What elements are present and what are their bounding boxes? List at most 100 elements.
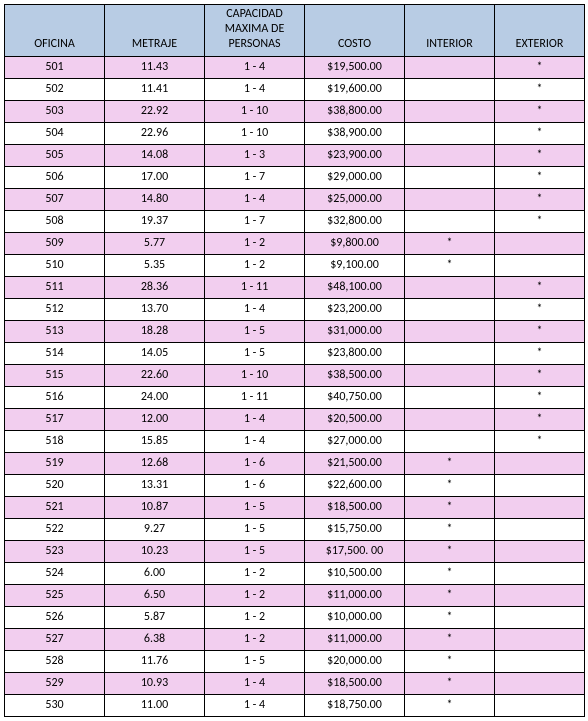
table-row: 51414.051 - 5$23,800.00*	[5, 343, 585, 365]
table-row: 5095.771 - 2$9,800.00*	[5, 233, 585, 255]
cell: 1 - 4	[205, 695, 305, 717]
cell: *	[495, 299, 585, 321]
table-row: 52013.311 - 6$22,600.00*	[5, 475, 585, 497]
cell: 530	[5, 695, 105, 717]
table-row: 5256.501 - 2$11,000.00*	[5, 585, 585, 607]
cell: 510	[5, 255, 105, 277]
col-header-1: METRAJE	[105, 5, 205, 57]
cell	[405, 321, 495, 343]
cell: 1 - 4	[205, 189, 305, 211]
cell: 10.87	[105, 497, 205, 519]
header-row: OFICINAMETRAJECAPACIDAD MAXIMA DE PERSON…	[5, 5, 585, 57]
cell: 11.41	[105, 79, 205, 101]
table-row: 5276.381 - 2$11,000.00*	[5, 629, 585, 651]
cell: 1 - 6	[205, 453, 305, 475]
cell: *	[495, 123, 585, 145]
cell: 1 - 2	[205, 563, 305, 585]
cell: $48,100.00	[305, 277, 405, 299]
cell	[405, 211, 495, 233]
cell: 1 - 5	[205, 519, 305, 541]
cell: $15,750.00	[305, 519, 405, 541]
cell	[495, 497, 585, 519]
cell: 505	[5, 145, 105, 167]
cell: $18,500.00	[305, 497, 405, 519]
cell: *	[495, 431, 585, 453]
cell: *	[405, 255, 495, 277]
cell: $31,000.00	[305, 321, 405, 343]
cell: 1 - 6	[205, 475, 305, 497]
cell: 522	[5, 519, 105, 541]
cell: 501	[5, 57, 105, 79]
cell: *	[405, 629, 495, 651]
cell: 516	[5, 387, 105, 409]
cell: $19,600.00	[305, 79, 405, 101]
cell: 1 - 10	[205, 365, 305, 387]
cell	[405, 123, 495, 145]
cell: $10,000.00	[305, 607, 405, 629]
cell: 523	[5, 541, 105, 563]
table-row: 51624.001 - 11$40,750.00*	[5, 387, 585, 409]
cell: 6.00	[105, 563, 205, 585]
cell	[405, 277, 495, 299]
cell: *	[495, 145, 585, 167]
cell: 1 - 2	[205, 607, 305, 629]
table-row: 51712.001 - 4$20,500.00*	[5, 409, 585, 431]
cell: 518	[5, 431, 105, 453]
table-row: 50211.411 - 4$19,600.00*	[5, 79, 585, 101]
cell: 502	[5, 79, 105, 101]
cell	[495, 475, 585, 497]
cell	[405, 145, 495, 167]
cell: 5.35	[105, 255, 205, 277]
cell: 28.36	[105, 277, 205, 299]
cell: *	[495, 101, 585, 123]
cell: 511	[5, 277, 105, 299]
table-row: 50617.001 - 7$29,000.00*	[5, 167, 585, 189]
cell: 5.87	[105, 607, 205, 629]
col-header-4: INTERIOR	[405, 5, 495, 57]
cell	[495, 673, 585, 695]
cell: *	[495, 343, 585, 365]
cell	[405, 409, 495, 431]
cell: 1 - 2	[205, 233, 305, 255]
cell: $17,500. 00	[305, 541, 405, 563]
cell: 22.60	[105, 365, 205, 387]
cell: 13.31	[105, 475, 205, 497]
cell: *	[405, 607, 495, 629]
cell	[495, 519, 585, 541]
cell: 1 - 4	[205, 57, 305, 79]
cell	[405, 79, 495, 101]
cell: $21,500.00	[305, 453, 405, 475]
cell: 524	[5, 563, 105, 585]
cell	[495, 453, 585, 475]
cell: 5.77	[105, 233, 205, 255]
cell: *	[405, 519, 495, 541]
table-row: 52910.931 - 4$18,500.00*	[5, 673, 585, 695]
cell	[405, 365, 495, 387]
cell	[405, 387, 495, 409]
cell: $23,200.00	[305, 299, 405, 321]
cell: 1 - 7	[205, 211, 305, 233]
cell: $40,750.00	[305, 387, 405, 409]
cell: 1 - 4	[205, 299, 305, 321]
cell	[495, 563, 585, 585]
cell: *	[495, 277, 585, 299]
cell: *	[405, 453, 495, 475]
cell: 1 - 11	[205, 277, 305, 299]
cell	[495, 607, 585, 629]
cell: 525	[5, 585, 105, 607]
cell	[495, 255, 585, 277]
cell: $32,800.00	[305, 211, 405, 233]
cell: *	[405, 475, 495, 497]
cell: $38,500.00	[305, 365, 405, 387]
cell: *	[405, 541, 495, 563]
cell: 515	[5, 365, 105, 387]
table-row: 51213.701 - 4$23,200.00*	[5, 299, 585, 321]
cell	[405, 431, 495, 453]
table-row: 5265.871 - 2$10,000.00*	[5, 607, 585, 629]
table-row: 5105.351 - 2$9,100.00*	[5, 255, 585, 277]
cell: $11,000.00	[305, 629, 405, 651]
cell: 1 - 10	[205, 101, 305, 123]
cell: $23,900.00	[305, 145, 405, 167]
cell: 13.70	[105, 299, 205, 321]
col-header-5: EXTERIOR	[495, 5, 585, 57]
